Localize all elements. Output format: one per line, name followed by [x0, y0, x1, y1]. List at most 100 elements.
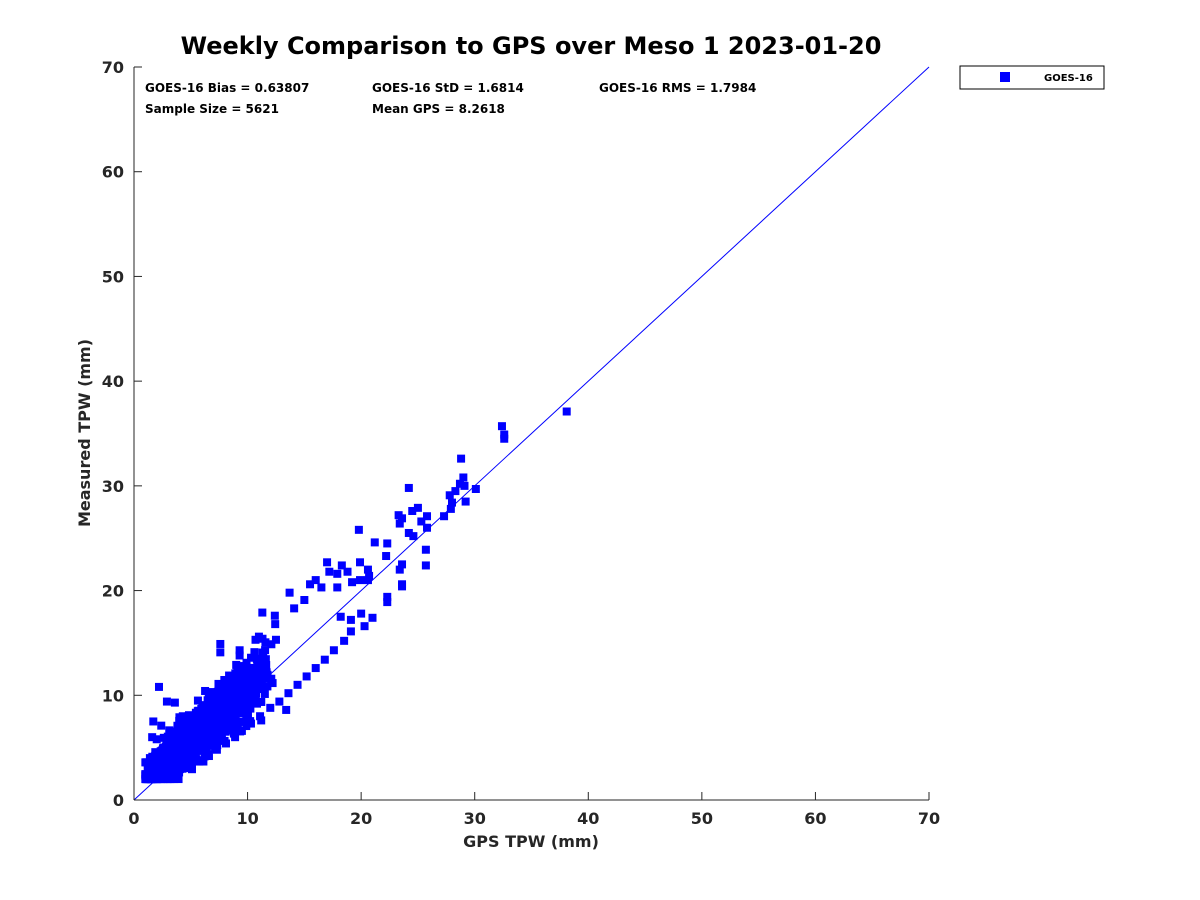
data-point — [421, 561, 430, 570]
data-point — [236, 727, 245, 736]
data-point — [360, 622, 369, 631]
data-point — [262, 661, 271, 670]
data-point — [252, 689, 261, 698]
data-point — [253, 662, 262, 671]
data-point — [175, 765, 184, 774]
data-point — [459, 473, 468, 482]
y-tick-label: 20 — [102, 582, 124, 601]
stat-sample-size: Sample Size = 5621 — [145, 102, 279, 116]
data-point — [184, 711, 193, 720]
data-point — [306, 580, 315, 589]
data-point — [340, 636, 349, 645]
x-tick-label: 40 — [577, 809, 599, 828]
data-point — [201, 723, 210, 732]
data-point — [200, 718, 209, 727]
data-point — [213, 726, 222, 735]
data-point — [500, 434, 509, 443]
data-point — [233, 676, 242, 685]
data-point — [170, 751, 179, 760]
data-point — [188, 724, 197, 733]
data-point — [383, 592, 392, 601]
data-point — [186, 750, 195, 759]
data-point — [154, 682, 163, 691]
data-point — [227, 726, 236, 735]
data-point — [383, 598, 392, 607]
data-point — [346, 615, 355, 624]
data-point — [261, 646, 270, 655]
data-point — [408, 506, 417, 515]
data-point — [233, 686, 242, 695]
stat-rms: GOES-16 RMS = 1.7984 — [599, 81, 756, 95]
reference-line — [133, 66, 930, 801]
data-point — [333, 569, 342, 578]
data-point — [178, 737, 187, 746]
data-point — [323, 558, 332, 567]
data-point — [270, 611, 279, 620]
data-point — [398, 560, 407, 569]
data-point — [159, 733, 168, 742]
data-point — [233, 702, 242, 711]
data-point — [235, 717, 244, 726]
data-point — [275, 697, 284, 706]
data-point — [253, 699, 262, 708]
data-point — [209, 691, 218, 700]
data-point — [162, 738, 171, 747]
data-point — [354, 525, 363, 534]
data-point — [333, 583, 342, 592]
data-point — [247, 653, 256, 662]
data-point — [258, 608, 267, 617]
x-tick-label: 20 — [350, 809, 372, 828]
data-point — [226, 700, 235, 709]
data-point — [193, 696, 202, 705]
data-point — [165, 749, 174, 758]
data-point — [363, 565, 372, 574]
data-point — [382, 552, 391, 561]
legend-box — [959, 65, 1105, 90]
data-point — [300, 595, 309, 604]
data-point — [258, 634, 267, 643]
y-axis-label: Measured TPW (mm) — [75, 339, 94, 527]
data-point — [170, 698, 179, 707]
data-point — [201, 686, 210, 695]
data-point — [184, 761, 193, 770]
data-point — [237, 696, 246, 705]
data-point — [250, 648, 259, 657]
data-point — [365, 571, 374, 580]
data-point — [175, 716, 184, 725]
data-point — [148, 733, 157, 742]
data-point — [260, 674, 269, 683]
y-tick-label: 50 — [102, 267, 124, 286]
data-point — [212, 702, 221, 711]
data-point — [455, 479, 464, 488]
data-point — [423, 512, 432, 521]
data-point — [237, 681, 246, 690]
data-point — [256, 712, 265, 721]
data-point — [363, 576, 372, 585]
data-point — [404, 483, 413, 492]
data-point — [242, 715, 251, 724]
data-point — [250, 669, 259, 678]
data-point — [395, 519, 404, 528]
data-point — [302, 672, 311, 681]
data-point — [194, 706, 203, 715]
data-point — [232, 695, 241, 704]
data-point — [235, 651, 244, 660]
data-point — [440, 512, 449, 521]
data-point — [243, 664, 252, 673]
y-tick-label: 30 — [102, 477, 124, 496]
data-point — [220, 736, 229, 745]
x-tick-label: 10 — [236, 809, 258, 828]
data-point — [497, 422, 506, 431]
data-points — [141, 407, 571, 784]
data-point — [147, 771, 156, 780]
data-point — [157, 747, 166, 756]
data-point — [221, 725, 230, 734]
y-tick-label: 40 — [102, 372, 124, 391]
data-point — [461, 497, 470, 506]
data-point — [218, 709, 227, 718]
data-point — [141, 758, 150, 767]
y-tick-label: 10 — [102, 686, 124, 705]
data-point — [251, 635, 260, 644]
data-point — [266, 703, 275, 712]
data-point — [356, 558, 365, 567]
